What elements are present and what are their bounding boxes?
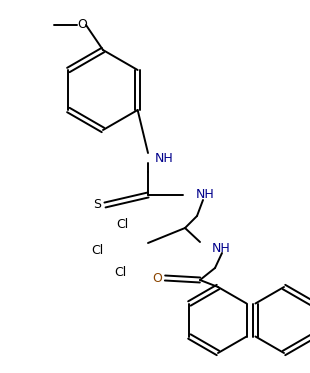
Text: O: O (152, 272, 162, 285)
Text: NH: NH (196, 188, 215, 201)
Text: Cl: Cl (91, 244, 103, 257)
Text: O: O (77, 19, 87, 31)
Text: Cl: Cl (116, 219, 128, 232)
Text: S: S (93, 198, 101, 211)
Text: Cl: Cl (114, 266, 126, 279)
Text: NH: NH (212, 241, 231, 254)
Text: NH: NH (155, 151, 174, 164)
